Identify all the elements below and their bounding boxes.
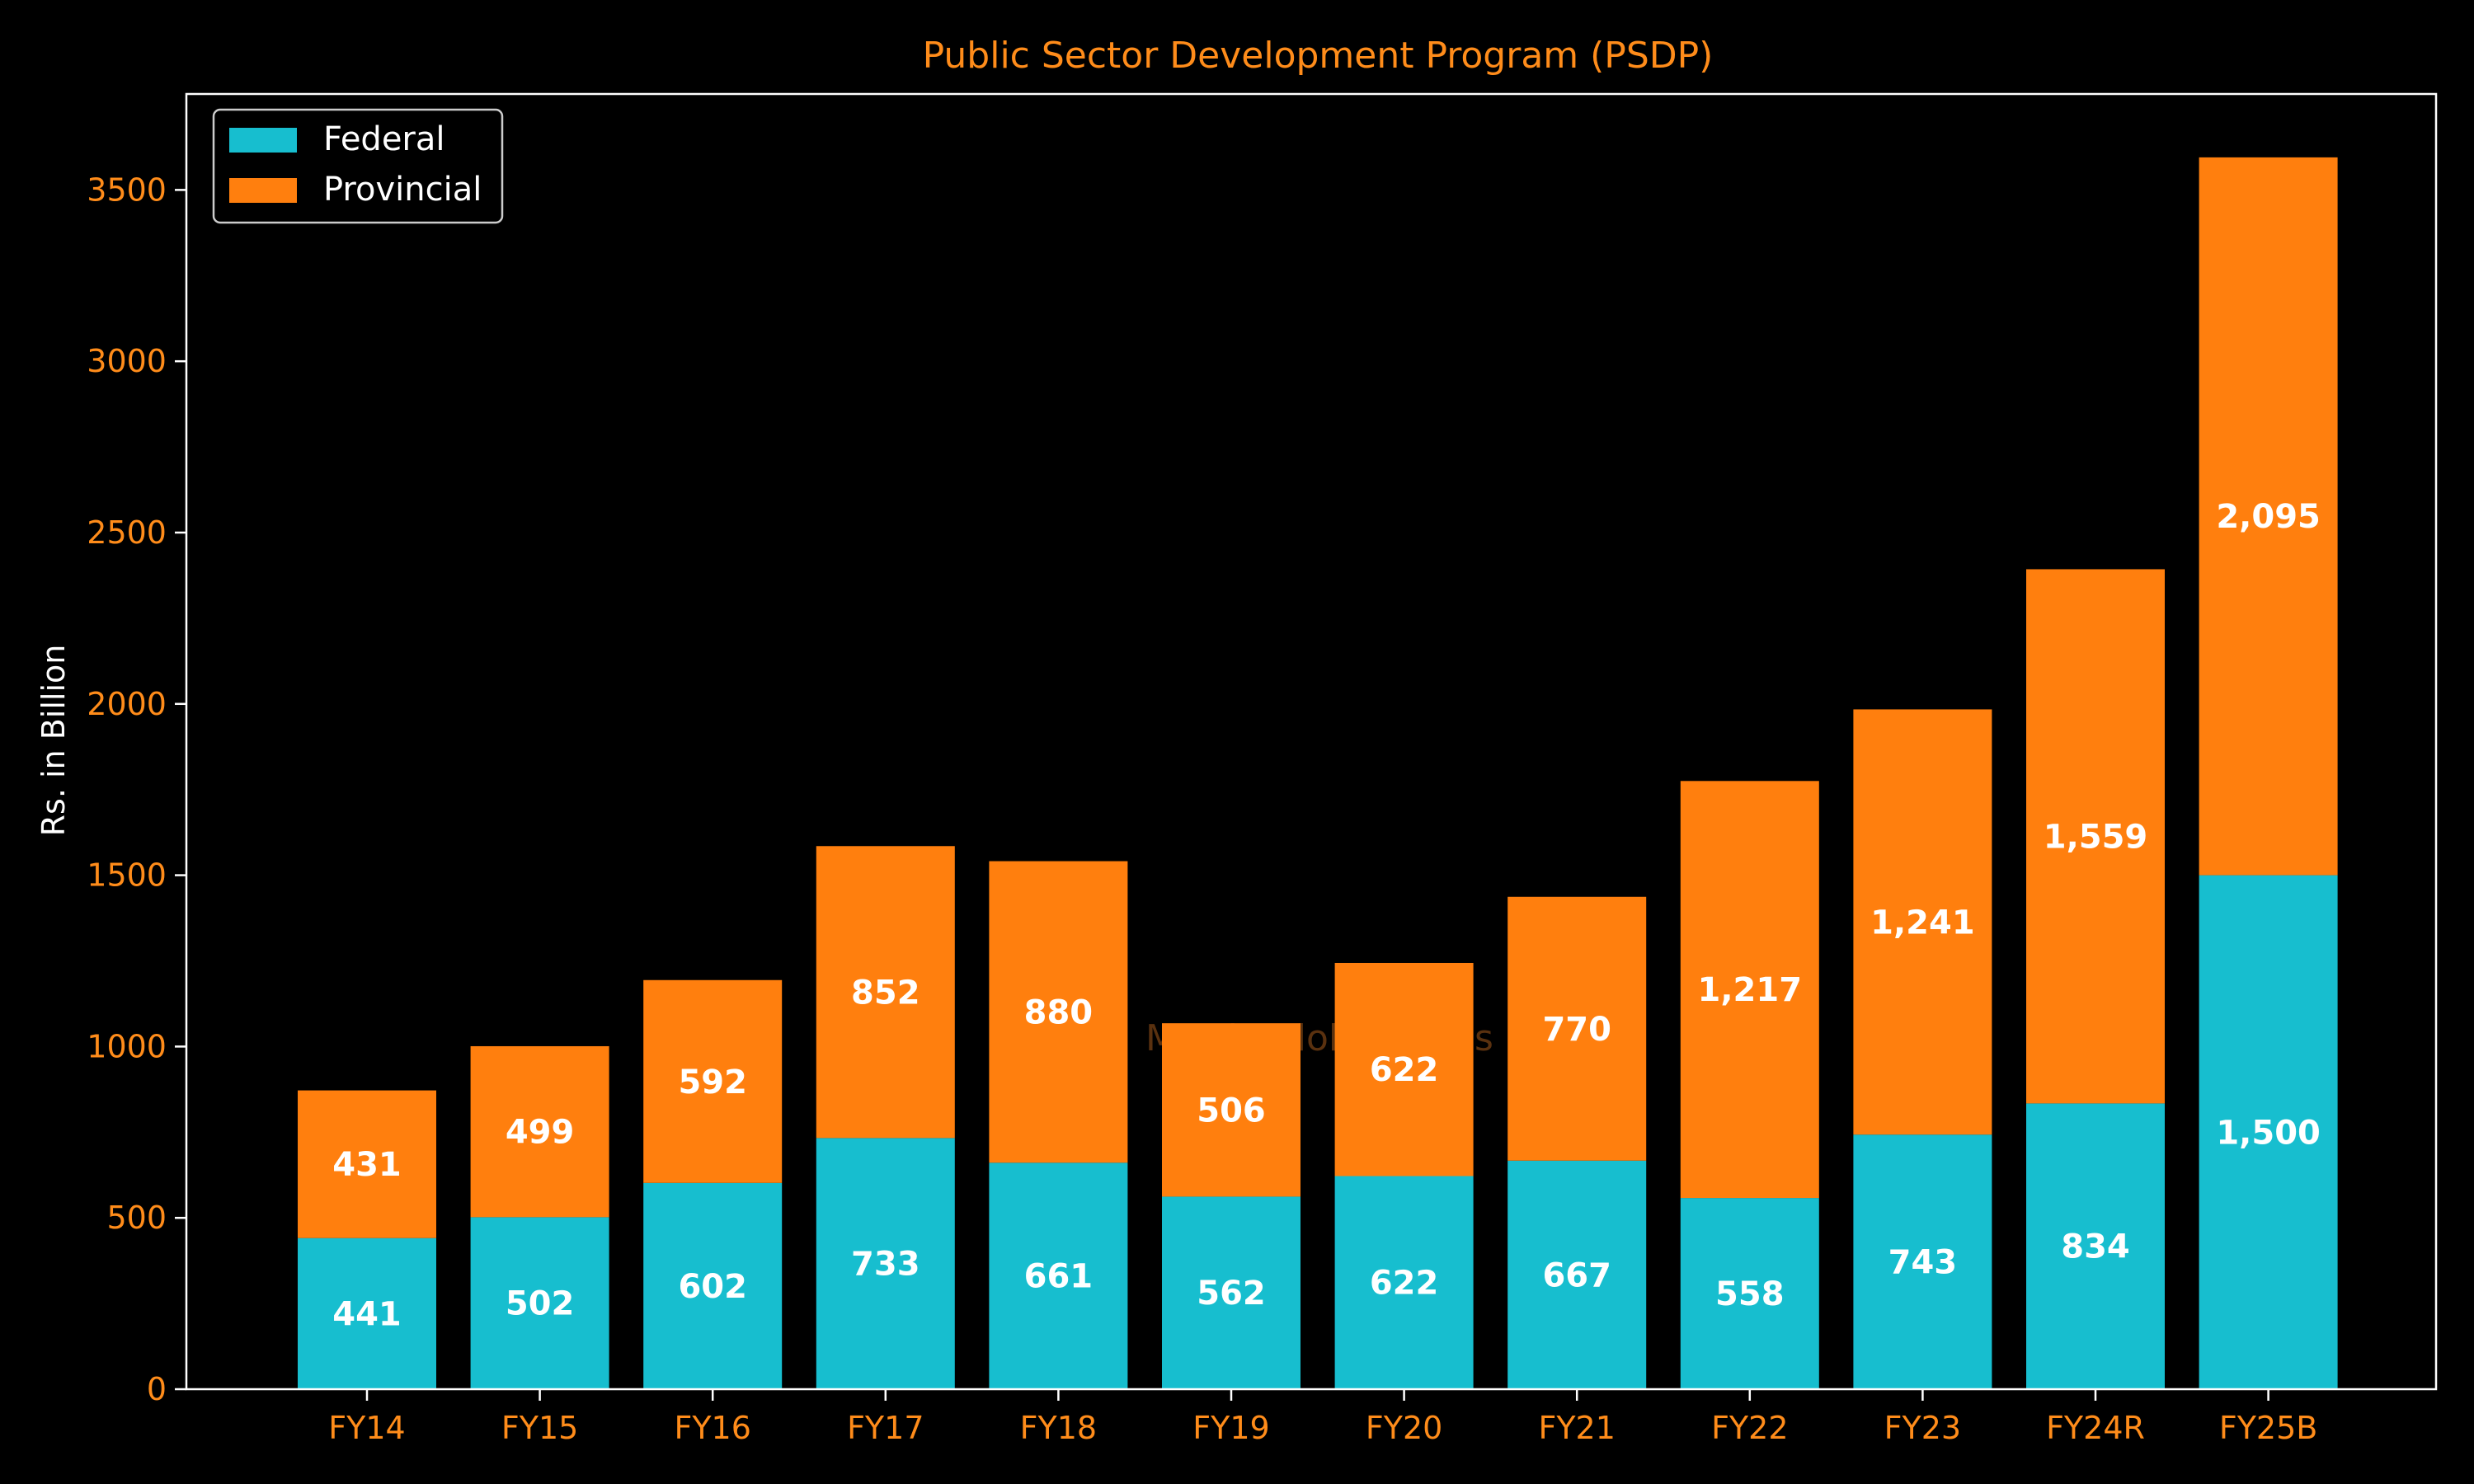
bar-provincial-fy20	[1334, 962, 1474, 1176]
bar-label-federal-fy15: 502	[506, 1285, 575, 1323]
bar-federal-fy18	[989, 1162, 1128, 1389]
legend-swatch-federal	[229, 128, 297, 153]
x-tick-label-fy16: FY16	[674, 1410, 750, 1446]
bar-federal-fy15	[470, 1217, 609, 1389]
x-tick-label-fy19: FY19	[1192, 1410, 1269, 1446]
legend-label-federal: Federal	[323, 120, 445, 158]
legend: Federal Provincial	[212, 108, 504, 224]
bar-label-federal-fy25b: 1,500	[2216, 1114, 2321, 1152]
bar-federal-fy14	[298, 1237, 436, 1389]
bar-label-federal-fy23: 743	[1888, 1244, 1958, 1282]
bar-federal-fy25b	[2199, 875, 2338, 1389]
x-tick-label-fy14: FY14	[328, 1410, 405, 1446]
x-tick-label-fy15: FY15	[501, 1410, 578, 1446]
y-tick-label-1500: 1500	[87, 857, 167, 894]
bar-provincial-fy22	[1680, 781, 1819, 1199]
bar-label-provincial-fy19: 506	[1197, 1092, 1266, 1129]
bar-provincial-fy16	[643, 979, 783, 1183]
y-tick-label-3000: 3000	[87, 343, 167, 379]
x-tick-label-fy23: FY23	[1884, 1410, 1961, 1446]
bar-label-federal-fy21: 667	[1542, 1256, 1611, 1294]
bar-label-provincial-fy21: 770	[1542, 1011, 1611, 1049]
y-tick-label-0: 0	[147, 1371, 167, 1407]
bar-federal-fy20	[1334, 1176, 1474, 1389]
x-tick-label-fy21: FY21	[1538, 1410, 1615, 1446]
bar-label-provincial-fy22: 1,217	[1698, 971, 1803, 1009]
bar-federal-fy21	[1507, 1160, 1647, 1389]
bar-federal-fy22	[1680, 1198, 1819, 1389]
bar-label-provincial-fy18: 880	[1024, 993, 1094, 1031]
bar-provincial-fy24r	[2026, 569, 2165, 1104]
plot-frame	[185, 92, 2438, 1391]
y-tick-label-500: 500	[106, 1200, 167, 1236]
y-axis-label: Rs. in Billion	[35, 645, 72, 837]
bar-label-federal-fy14: 441	[332, 1295, 402, 1333]
bar-label-federal-fy24r: 834	[2061, 1228, 2130, 1266]
legend-label-provincial: Provincial	[323, 171, 482, 209]
x-ticks-group: FY14 FY15 FY16 FY17 FY18 FY19 FY20 FY21 FY22 FY23…	[328, 1389, 2317, 1446]
bar-label-federal-fy19: 562	[1197, 1275, 1266, 1313]
bar-provincial-fy25b	[2199, 157, 2338, 876]
y-tick-label-2000: 2000	[87, 686, 167, 722]
bar-provincial-fy23	[1853, 709, 1992, 1135]
bar-labels-group: 441 431 502 499 602 592 733 852 661 880 562 506 622 6…	[332, 498, 2321, 1333]
y-tick-label-1000: 1000	[87, 1028, 167, 1064]
bar-label-provincial-fy15: 499	[506, 1114, 575, 1152]
bar-label-federal-fy22: 558	[1715, 1275, 1785, 1313]
chart-title: Public Sector Development Program (PSDP)	[923, 35, 1714, 77]
bar-label-provincial-fy25b: 2,095	[2216, 498, 2321, 536]
bar-label-provincial-fy16: 592	[678, 1064, 747, 1101]
x-tick-label-fy20: FY20	[1366, 1410, 1442, 1446]
bar-provincial-fy15	[470, 1045, 609, 1218]
bar-federal-fy17	[816, 1138, 955, 1389]
bar-provincial-fy18	[989, 861, 1128, 1163]
bar-label-federal-fy18: 661	[1024, 1258, 1094, 1296]
x-tick-label-fy22: FY22	[1711, 1410, 1788, 1446]
bar-label-provincial-fy14: 431	[332, 1146, 402, 1184]
bar-label-provincial-fy24r: 1,559	[2044, 818, 2148, 856]
bar-federal-fy24r	[2026, 1103, 2165, 1389]
x-tick-label-fy17: FY17	[847, 1410, 924, 1446]
bar-label-provincial-fy23: 1,241	[1870, 904, 1975, 942]
bar-label-federal-fy20: 622	[1370, 1265, 1439, 1303]
bars-group	[298, 157, 2338, 1389]
bar-provincial-fy14	[298, 1090, 436, 1238]
bar-label-federal-fy17: 733	[851, 1246, 920, 1284]
bar-label-provincial-fy20: 622	[1370, 1051, 1439, 1089]
y-ticks-group: 0 500 1000 1500 2000 2500 3000 3500	[87, 171, 186, 1407]
legend-swatch-provincial	[229, 178, 297, 203]
bar-label-provincial-fy17: 852	[851, 974, 920, 1012]
bar-provincial-fy17	[816, 846, 955, 1139]
bar-provincial-fy21	[1507, 896, 1647, 1161]
y-tick-label-3500: 3500	[87, 171, 167, 208]
bar-label-federal-fy16: 602	[678, 1268, 747, 1306]
x-tick-label-fy18: FY18	[1020, 1410, 1097, 1446]
x-tick-label-fy25b: FY25B	[2219, 1410, 2318, 1446]
bar-provincial-fy19	[1162, 1023, 1300, 1197]
y-tick-label-2500: 2500	[87, 514, 167, 551]
bar-federal-fy19	[1162, 1196, 1300, 1389]
bar-federal-fy16	[643, 1182, 783, 1389]
bar-federal-fy23	[1853, 1134, 1992, 1389]
x-tick-label-fy24r: FY24R	[2046, 1410, 2145, 1446]
